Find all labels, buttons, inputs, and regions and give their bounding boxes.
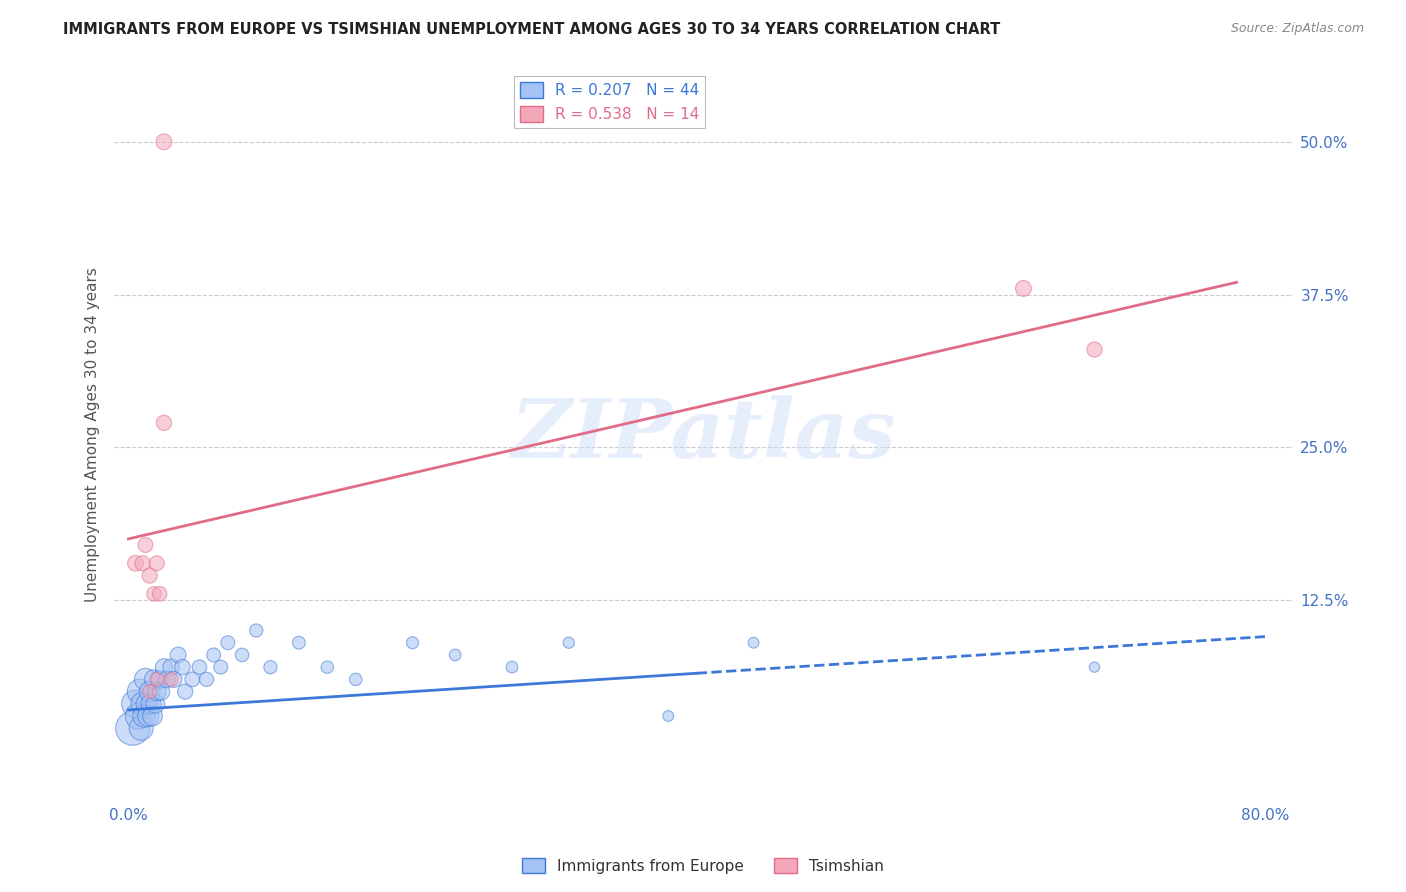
Point: [657, 709, 679, 723]
Point: [131, 557, 153, 571]
Point: [149, 587, 172, 601]
Text: IMMIGRANTS FROM EUROPE VS TSIMSHIAN UNEMPLOYMENT AMONG AGES 30 TO 34 YEARS CORRE: IMMIGRANTS FROM EUROPE VS TSIMSHIAN UNEM…: [63, 22, 1001, 37]
Point: [131, 697, 153, 711]
Point: [231, 648, 253, 662]
Point: [172, 660, 194, 674]
Point: [174, 684, 197, 698]
Point: [145, 697, 167, 711]
Point: [163, 673, 186, 687]
Point: [127, 709, 149, 723]
Point: [1083, 343, 1105, 357]
Point: [124, 697, 146, 711]
Point: [344, 673, 367, 687]
Point: [160, 660, 183, 674]
Point: [143, 673, 166, 687]
Point: [134, 673, 156, 687]
Point: [138, 568, 160, 582]
Point: [128, 684, 150, 698]
Point: [1083, 660, 1105, 674]
Point: [316, 660, 339, 674]
Point: [134, 538, 156, 552]
Point: [259, 660, 281, 674]
Point: [167, 648, 190, 662]
Legend: Immigrants from Europe, Tsimshian: Immigrants from Europe, Tsimshian: [516, 852, 890, 880]
Point: [138, 684, 160, 698]
Point: [401, 636, 423, 650]
Point: [136, 709, 159, 723]
Point: [129, 721, 152, 735]
Y-axis label: Unemployment Among Ages 30 to 34 years: Unemployment Among Ages 30 to 34 years: [86, 268, 100, 602]
Point: [181, 673, 204, 687]
Point: [138, 684, 160, 698]
Point: [160, 673, 183, 687]
Point: [124, 557, 146, 571]
Point: [132, 709, 155, 723]
Point: [217, 636, 239, 650]
Point: [558, 636, 581, 650]
Point: [195, 673, 218, 687]
Text: ZIPatlas: ZIPatlas: [510, 395, 897, 475]
Point: [444, 648, 467, 662]
Point: [156, 673, 179, 687]
Legend: R = 0.207   N = 44, R = 0.538   N = 14: R = 0.207 N = 44, R = 0.538 N = 14: [513, 76, 706, 128]
Point: [146, 557, 169, 571]
Point: [501, 660, 523, 674]
Point: [209, 660, 232, 674]
Point: [245, 624, 267, 638]
Point: [188, 660, 211, 674]
Point: [139, 697, 162, 711]
Point: [288, 636, 311, 650]
Point: [153, 416, 176, 430]
Point: [141, 709, 163, 723]
Point: [149, 673, 172, 687]
Point: [202, 648, 225, 662]
Text: Source: ZipAtlas.com: Source: ZipAtlas.com: [1230, 22, 1364, 36]
Point: [135, 697, 157, 711]
Point: [146, 684, 169, 698]
Point: [153, 660, 176, 674]
Point: [143, 587, 166, 601]
Point: [146, 673, 169, 687]
Point: [121, 721, 143, 735]
Point: [1012, 281, 1035, 295]
Point: [153, 135, 176, 149]
Point: [150, 684, 173, 698]
Point: [742, 636, 765, 650]
